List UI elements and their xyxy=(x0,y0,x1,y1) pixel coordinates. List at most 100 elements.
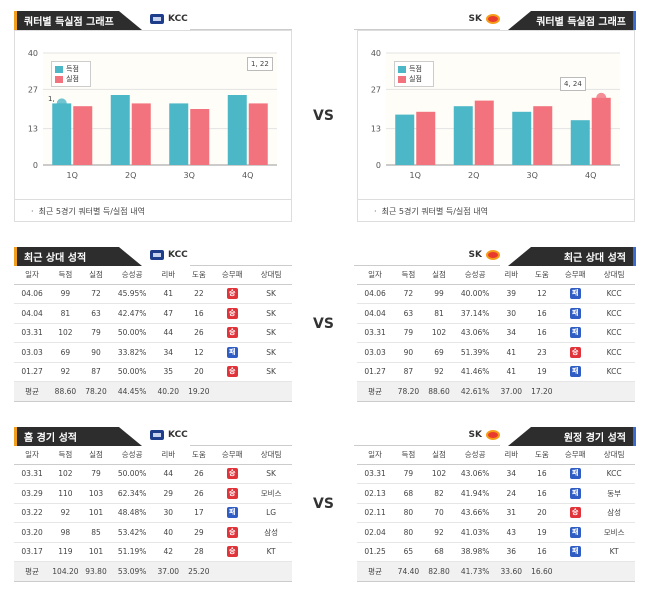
column-header: 상대팀 xyxy=(250,446,292,465)
table-header-row: 일자 득점 실점 승성공 리바 도움 승무패 상대팀 xyxy=(357,266,635,285)
bar-score xyxy=(52,103,72,165)
table-cell: 03.31 xyxy=(357,323,394,343)
table-cell: KT xyxy=(593,542,635,562)
win-badge: 승 xyxy=(569,346,581,358)
left-venue-header: 홈 경기 성적 KCC xyxy=(0,424,310,446)
average-cell: 104.20 xyxy=(50,561,81,582)
table-cell: 30 xyxy=(152,503,184,523)
legend-swatch-score xyxy=(55,65,63,73)
kcc-logo-icon xyxy=(150,430,164,440)
left-quarter-chart-svg: 0 13 27 40 1Q 2Q 3Q 4Q xyxy=(28,49,277,180)
right-quarter-chart-svg: 0 13 27 40 1Q 2Q 3Q 4Q xyxy=(371,49,620,180)
column-header: 도움 xyxy=(526,266,558,285)
left-venue-header-title: 홈 경기 성적 xyxy=(24,433,77,444)
left-recent-team: KCC xyxy=(150,250,188,260)
table-cell: SK xyxy=(250,284,292,304)
column-header: 득점 xyxy=(50,266,81,285)
average-row: 평균 88.60 78.20 44.45% 40.20 19.20 xyxy=(14,381,292,402)
y-tick-label: 27 xyxy=(371,85,381,94)
x-tick-label: 1Q xyxy=(410,171,421,180)
table-row: 03.03 90 69 51.39% 41 23 승 KCC xyxy=(357,342,635,363)
table-cell: 17 xyxy=(183,503,215,523)
table-row: 03.22 92 101 48.48% 30 17 패 LG xyxy=(14,503,292,523)
sk-logo-icon xyxy=(486,250,500,260)
left-venue-header-tab: 홈 경기 성적 xyxy=(14,427,142,446)
result-cell: 패 xyxy=(557,362,594,382)
y-tick-label: 13 xyxy=(371,125,381,134)
loss-badge: 패 xyxy=(569,366,581,378)
table-row: 03.20 98 85 53.42% 40 29 승 삼성 xyxy=(14,522,292,543)
bar-allowed xyxy=(591,97,611,165)
bar-score xyxy=(227,95,247,165)
table-cell: 삼성 xyxy=(593,503,635,523)
column-header: 일자 xyxy=(14,446,51,465)
left-venue-table: 일자 득점 실점 승성공 리바 도움 승무패 상대팀 03.31 102 79 50.00% 44 26 승… xyxy=(14,446,292,582)
table-cell: 72 xyxy=(80,284,112,304)
loss-badge: 패 xyxy=(569,327,581,339)
table-cell: 16 xyxy=(526,542,558,562)
table-row: 03.17 119 101 51.19% 42 28 승 KT xyxy=(14,542,292,562)
column-header: 상대팀 xyxy=(593,266,635,285)
right-chart-header-title: 쿼터별 득실점 그래프 xyxy=(536,17,626,28)
left-chart-header-title: 쿼터별 득실점 그래프 xyxy=(24,17,114,28)
table-cell: 53.42% xyxy=(111,522,153,543)
table-cell: 29 xyxy=(152,483,184,504)
table-cell: 16 xyxy=(183,303,215,324)
table-cell: 72 xyxy=(393,284,424,304)
win-badge: 승 xyxy=(226,526,238,538)
x-tick-label: 4Q xyxy=(242,171,253,180)
table-cell: 42 xyxy=(152,542,184,562)
table-cell: 79 xyxy=(80,323,112,343)
average-row: 평균 74.40 82.80 41.73% 33.60 16.60 xyxy=(357,561,635,582)
table-cell: KCC xyxy=(593,323,635,343)
table-cell: 85 xyxy=(80,522,112,543)
table-cell: 42.47% xyxy=(111,303,153,324)
table-cell: 34 xyxy=(152,342,184,363)
table-row: 03.31 79 102 43.06% 34 16 패 KCC xyxy=(357,464,635,484)
result-cell: 승 xyxy=(557,342,594,363)
column-header: 승성공 xyxy=(454,266,496,285)
column-header: 득점 xyxy=(393,266,424,285)
right-venue-table: 일자 득점 실점 승성공 리바 도움 승무패 상대팀 03.31 79 102 43.06% 34 16 패… xyxy=(357,446,635,582)
average-cell: 53.09% xyxy=(111,561,153,582)
table-cell: 44 xyxy=(152,464,184,484)
table-cell: 45.95% xyxy=(111,284,153,304)
right-chart-header: SK 쿼터별 득실점 그래프 xyxy=(340,8,650,30)
table-cell: 19 xyxy=(526,522,558,543)
table-cell: 03.31 xyxy=(14,323,51,343)
bar-score xyxy=(395,114,415,165)
right-recent-team: SK xyxy=(469,250,500,260)
loss-badge: 패 xyxy=(569,526,581,538)
table-cell: 03.03 xyxy=(357,342,394,363)
result-cell: 승 xyxy=(557,503,594,523)
table-cell: 103 xyxy=(80,483,112,504)
average-cell: 17.20 xyxy=(526,381,558,402)
right-recent-table: 일자 득점 실점 승성공 리바 도움 승무패 상대팀 04.06 72 99 40.00% 39 12 패 K… xyxy=(357,266,635,402)
table-row: 01.27 87 92 41.46% 41 19 패 KCC xyxy=(357,362,635,382)
win-badge: 승 xyxy=(226,546,238,558)
average-cell: 88.60 xyxy=(423,381,455,402)
table-cell: SK xyxy=(250,362,292,382)
legend-item-score: 득점 xyxy=(55,64,87,74)
bar-allowed xyxy=(533,106,553,165)
table-cell: 04.04 xyxy=(14,303,51,324)
table-cell: 44 xyxy=(152,323,184,343)
table-row: 03.29 110 103 62.34% 29 26 승 모비스 xyxy=(14,483,292,504)
result-cell: 승 xyxy=(214,284,251,304)
table-cell: 47 xyxy=(152,303,184,324)
table-cell: 99 xyxy=(423,284,455,304)
left-recent-header-title: 최근 상대 성적 xyxy=(24,253,87,264)
table-cell: 삼성 xyxy=(250,522,292,543)
legend-item-score: 득점 xyxy=(398,64,430,74)
loss-badge: 패 xyxy=(569,487,581,499)
table-row: 03.31 79 102 43.06% 34 16 패 KCC xyxy=(357,323,635,343)
right-chart-tooltip: 4, 24 xyxy=(560,77,586,91)
table-cell: 04.04 xyxy=(357,303,394,324)
column-header: 상대팀 xyxy=(250,266,292,285)
table-cell: 90 xyxy=(80,342,112,363)
table-cell: 16 xyxy=(526,323,558,343)
table-header-row: 일자 득점 실점 승성공 리바 도움 승무패 상대팀 xyxy=(14,446,292,465)
average-row: 평균 104.20 93.80 53.09% 37.00 25.20 xyxy=(14,561,292,582)
table-cell: 04.06 xyxy=(14,284,51,304)
column-header: 일자 xyxy=(357,266,394,285)
